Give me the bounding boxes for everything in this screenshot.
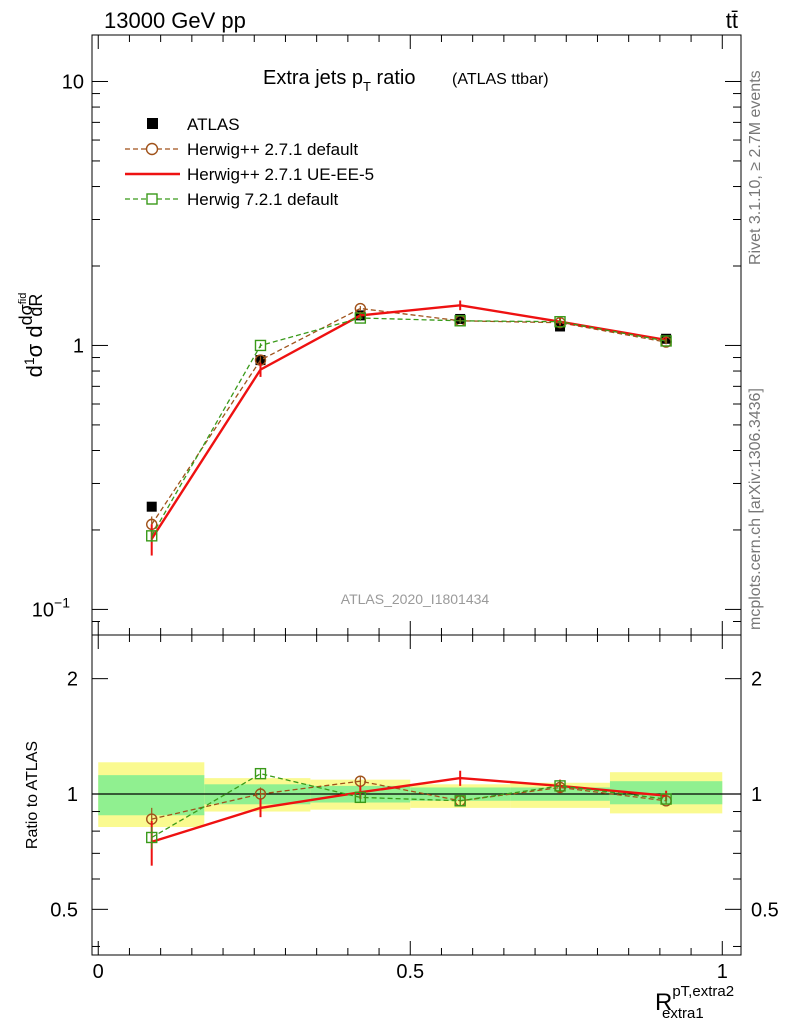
x-tick-label: 1 bbox=[717, 961, 728, 983]
energy-label: 13000 GeV pp bbox=[104, 8, 246, 33]
analysis-id: ATLAS_2020_I1801434 bbox=[341, 591, 490, 607]
ratio-frame bbox=[91, 634, 742, 956]
x-tick-label: 0 bbox=[93, 961, 104, 983]
ratio-y-tick-label: 0.5 bbox=[50, 899, 78, 921]
ratio-herwig-7-2-1-default-point-3 bbox=[454, 795, 466, 807]
legend-herwig-2-7-1-default-marker bbox=[145, 142, 159, 156]
main-y-tick-label: 10−1 bbox=[32, 594, 70, 621]
ratio-herwig-2-7-1-ue-ee-5-line bbox=[151, 776, 667, 844]
x-axis-label-sub: extra1 bbox=[662, 1005, 704, 1022]
main-herwig-2-7-1-ue-ee-5-line bbox=[150, 304, 667, 540]
ratio-herwig-7-2-1-default-point-1 bbox=[254, 767, 267, 780]
x-tick-label: 0.5 bbox=[396, 961, 424, 983]
main-herwig-7-2-1-default-point-0 bbox=[146, 530, 158, 542]
main-y-axis-label: d1σ ddσfiddR bbox=[16, 293, 47, 378]
main-herwig-7-2-1-default-point-3 bbox=[454, 315, 466, 327]
ratio-y-axis-label: Ratio to ATLAS bbox=[24, 741, 41, 849]
ratio-panel bbox=[146, 767, 672, 866]
ratio-herwig-7-2-1-default-point-2 bbox=[354, 791, 367, 804]
process-label: tt̄ bbox=[726, 8, 738, 33]
main-herwig-7-2-1-default-point-5 bbox=[660, 335, 672, 347]
chart-subtitle: (ATLAS ttbar) bbox=[452, 71, 549, 88]
ratio-herwig-7-2-1-default-point-5 bbox=[660, 793, 672, 805]
main-atlas-point-0 bbox=[146, 501, 157, 512]
ratio-herwig-2-7-1-default-line bbox=[151, 780, 667, 820]
ratio-herwig-7-2-1-default-point-0 bbox=[146, 831, 158, 844]
main-y-tick-label: 1 bbox=[73, 335, 84, 357]
ratio-y-tick-label: 1 bbox=[67, 784, 78, 806]
x-axis-label-sup: pT,extra2 bbox=[672, 983, 734, 1000]
legend-herwig-7-2-1-default-label: Herwig 7.2.1 default bbox=[187, 190, 338, 209]
main-herwig-7-2-1-default-point-4 bbox=[554, 316, 566, 328]
main-y-tick-label: 10 bbox=[62, 71, 84, 93]
legend-atlas-label: ATLAS bbox=[187, 115, 240, 134]
mcplots-info: mcplots.cern.ch [arXiv:1306.3436] bbox=[747, 388, 764, 630]
rivet-info: Rivet 3.1.10, ≥ 2.7M events bbox=[747, 70, 764, 265]
legend-herwig-2-7-1-default-label: Herwig++ 2.7.1 default bbox=[187, 140, 358, 159]
ratio-y-tick-label: 2 bbox=[67, 669, 78, 691]
main-herwig-7-2-1-default-line bbox=[151, 317, 667, 537]
chart-title: Extra jets pT ratio bbox=[263, 67, 415, 94]
chart-title-sub: T bbox=[363, 79, 371, 94]
legend-herwig-7-2-1-default-marker bbox=[146, 193, 158, 205]
ratio-herwig-2-7-1-default-point-1 bbox=[254, 788, 267, 800]
x-axis-label: RpT,extra2 extra1 bbox=[655, 983, 734, 1022]
ratio-y-tick-label-right: 2 bbox=[751, 669, 762, 691]
ratio-y-tick-label-right: 0.5 bbox=[751, 899, 779, 921]
axes: 10−1 1 10 0.5 0.5 1 1 2 2 0 0.5 1 bbox=[32, 35, 779, 983]
main-herwig-7-2-1-default-point-2 bbox=[354, 312, 367, 324]
main-panel bbox=[146, 300, 672, 556]
legend: ATLAS Herwig++ 2.7.1 default Herwig++ 2.7.… bbox=[125, 115, 374, 209]
ratio-y-tick-label-right: 1 bbox=[751, 784, 762, 806]
main-herwig-2-7-1-default-line bbox=[151, 307, 667, 525]
main-herwig-7-2-1-default-point-1 bbox=[254, 339, 267, 352]
svg-text:d1σ ddσfiddR: d1σ ddσfiddR bbox=[16, 293, 47, 378]
ratio-herwig-7-2-1-default-point-4 bbox=[554, 780, 566, 792]
legend-atlas-marker bbox=[147, 118, 158, 129]
legend-herwig-2-7-1-ue-ee-5-label: Herwig++ 2.7.1 UE-EE-5 bbox=[187, 165, 374, 184]
ratio-herwig-7-2-1-default-line bbox=[151, 773, 667, 839]
